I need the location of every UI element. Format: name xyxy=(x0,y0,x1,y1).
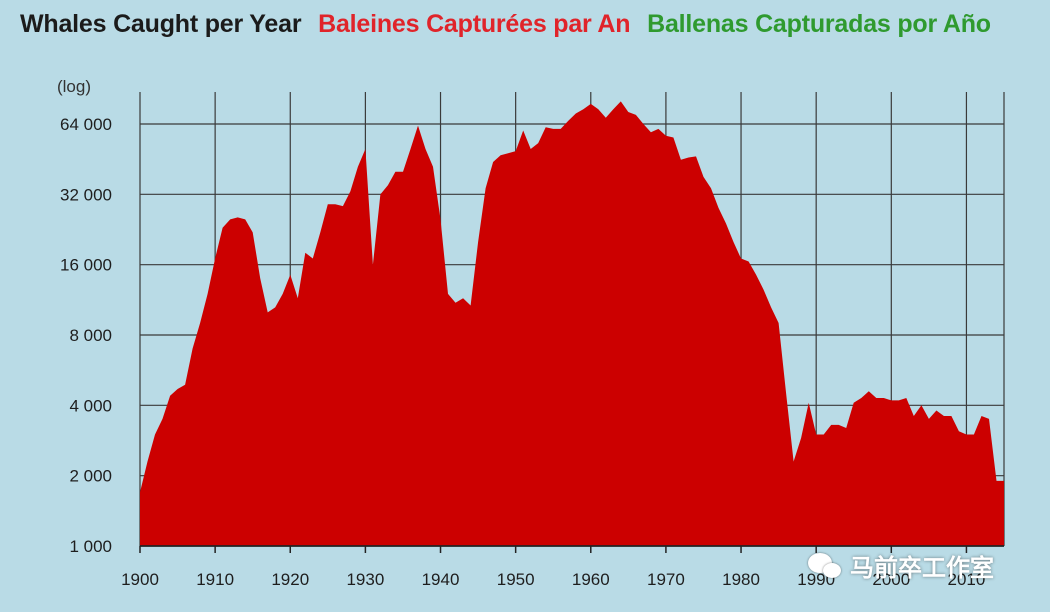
axes: 1 000 2 000 4 000 8 000 16 000 32 000 64 000 19… xyxy=(60,115,1004,589)
watermark: 马前卒工作室 xyxy=(808,548,994,583)
x-tick-label: 1950 xyxy=(497,570,535,589)
wechat-icon xyxy=(808,551,842,581)
x-tick-label: 1980 xyxy=(722,570,760,589)
title-english: Whales Caught per Year xyxy=(20,10,302,38)
x-tick-label: 1910 xyxy=(196,570,234,589)
x-tick-label: 1960 xyxy=(572,570,610,589)
y-unit-label: (log) xyxy=(57,77,91,96)
x-tick-label: 1970 xyxy=(647,570,685,589)
y-tick-label: 8 000 xyxy=(69,326,112,345)
x-tick-label: 1930 xyxy=(346,570,384,589)
title-spanish: Ballenas Capturadas por Año xyxy=(647,10,991,38)
y-tick-label: 2 000 xyxy=(69,467,112,486)
watermark-text: 马前卒工作室 xyxy=(850,555,994,582)
x-tick-label: 2010 xyxy=(948,570,986,589)
x-tick-label: 1920 xyxy=(271,570,309,589)
x-tick-label: 2000 xyxy=(872,570,910,589)
chart-title: Whales Caught per Year Baleines Capturée… xyxy=(20,10,1001,39)
x-tick-label: 1940 xyxy=(422,570,460,589)
y-tick-label: 1 000 xyxy=(69,537,112,556)
x-tick-label: 1900 xyxy=(121,570,159,589)
y-tick-label: 64 000 xyxy=(60,115,112,134)
y-tick-label: 16 000 xyxy=(60,256,112,275)
whales-area xyxy=(140,101,1004,547)
title-french: Baleines Capturées par An xyxy=(318,10,631,38)
y-tick-label: 32 000 xyxy=(60,185,112,204)
y-tick-label: 4 000 xyxy=(69,396,112,415)
